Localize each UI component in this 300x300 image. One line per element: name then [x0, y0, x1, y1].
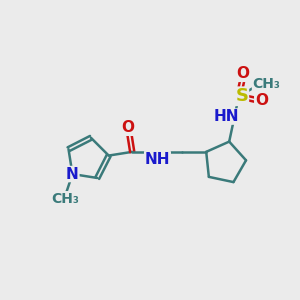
Text: O: O [236, 66, 249, 81]
Text: N: N [66, 167, 79, 182]
Text: NH: NH [145, 152, 170, 167]
Text: O: O [255, 93, 268, 108]
Text: HN: HN [214, 109, 239, 124]
Text: CH₃: CH₃ [51, 192, 79, 206]
Text: O: O [121, 120, 134, 135]
Text: S: S [235, 87, 248, 105]
Text: CH₃: CH₃ [253, 76, 280, 91]
